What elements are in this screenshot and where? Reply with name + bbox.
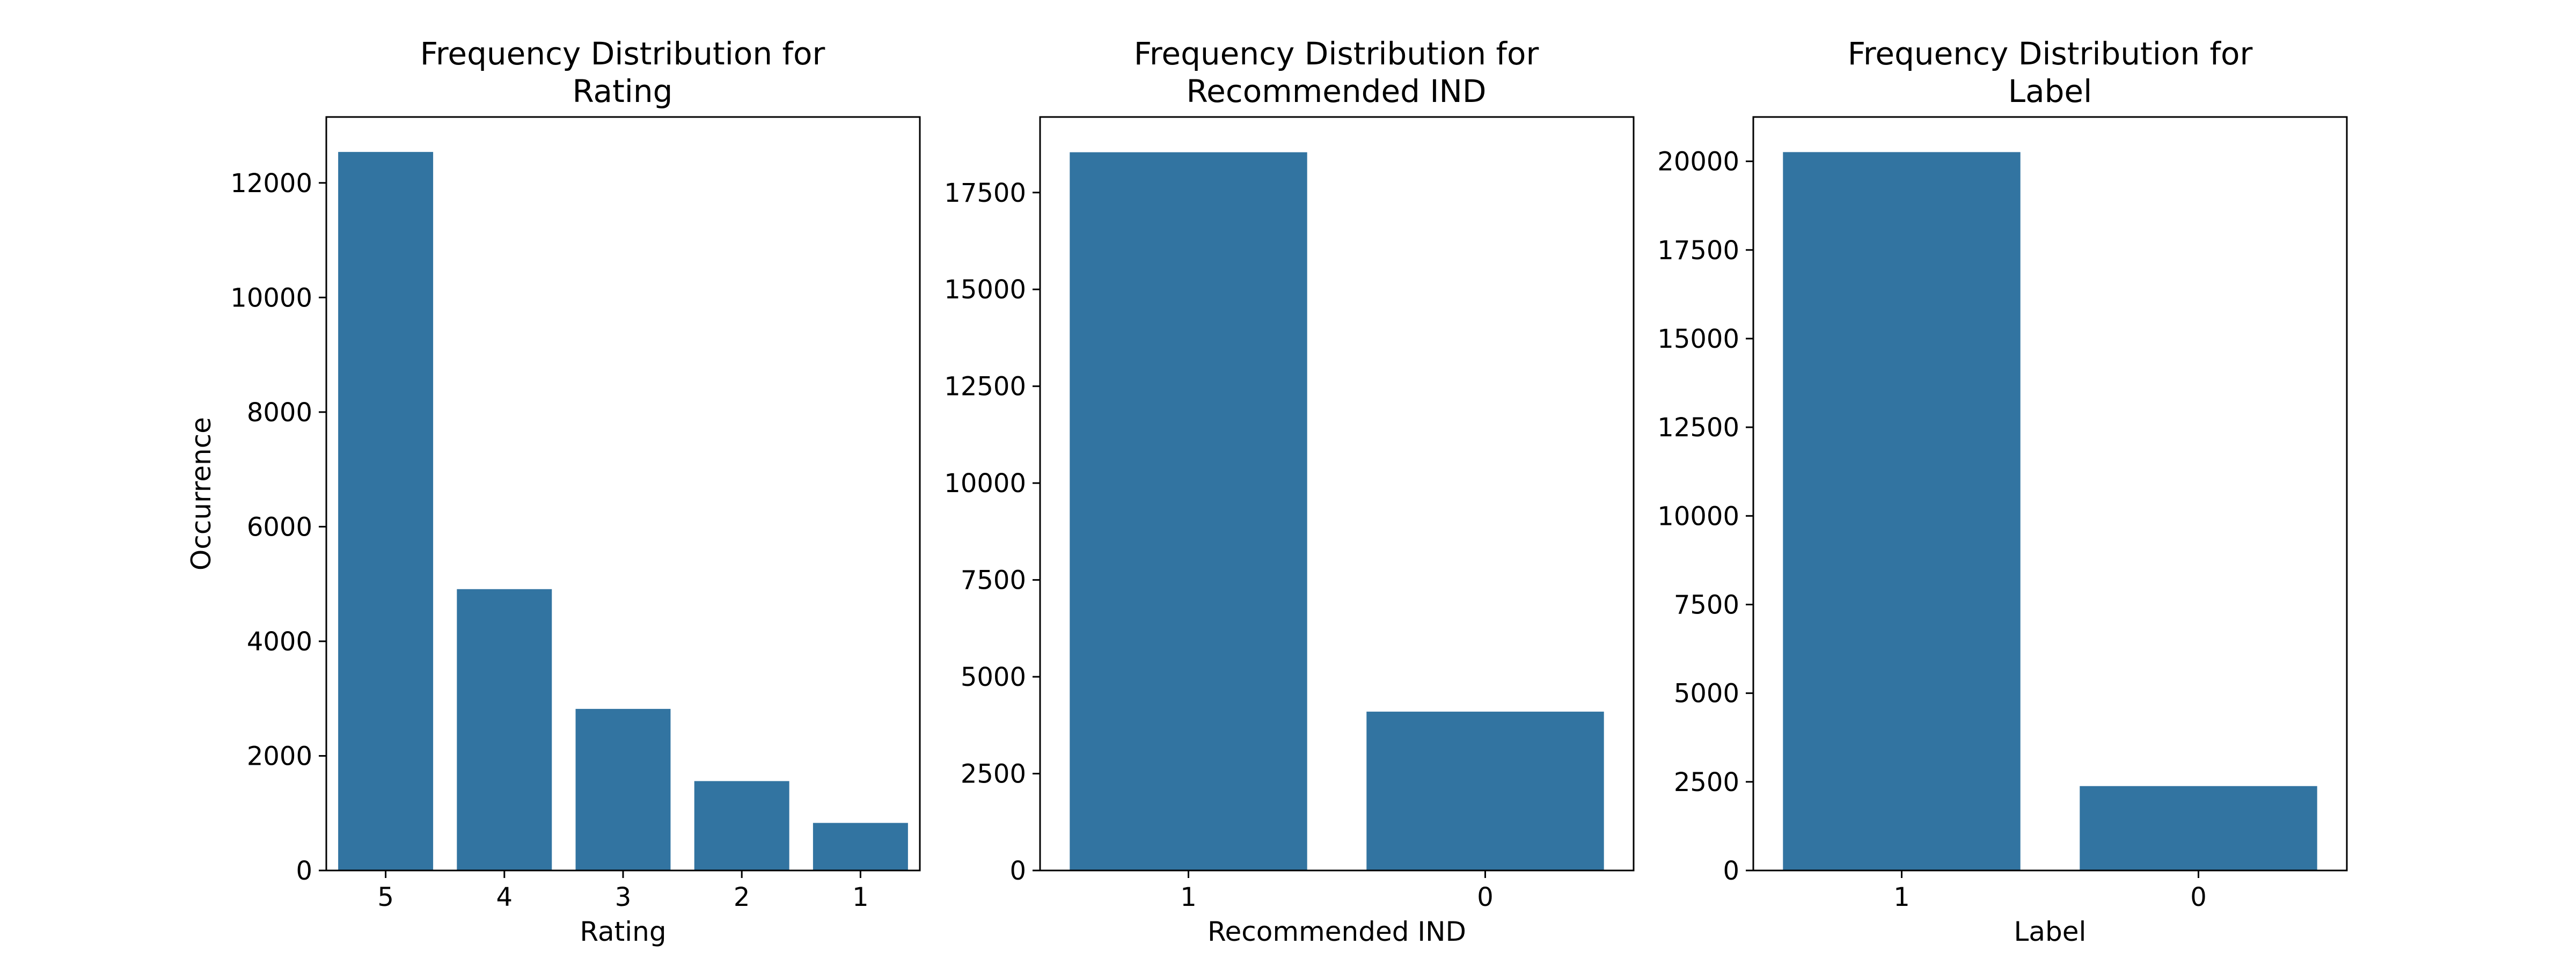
- rating-chart-title-line-1: Frequency Distribution for: [420, 35, 825, 72]
- rating-x-tick-label: 4: [496, 882, 513, 912]
- label-bars: [1783, 152, 2317, 870]
- recommended-ind-y-tick-label: 12500: [944, 372, 1026, 402]
- recommended-ind-bar-1: [1070, 152, 1307, 870]
- rating-x-tick-label: 5: [377, 882, 394, 912]
- label-chart-title-line-1: Frequency Distribution for: [1848, 35, 2253, 72]
- recommended-ind-chart-panel: Frequency Distribution for Recommended I…: [944, 35, 1635, 947]
- rating-chart-panel: Frequency Distribution for Rating 0 2000 4…: [186, 35, 921, 947]
- rating-bar-3: [575, 708, 671, 870]
- rating-y-tick-label: 6000: [247, 512, 312, 542]
- recommended-ind-chart-title-line-1: Frequency Distribution for: [1134, 35, 1539, 72]
- rating-y-tick-label: 2000: [247, 741, 312, 771]
- label-y-tick-label: 17500: [1657, 236, 1739, 266]
- rating-axes-frame: [325, 116, 921, 872]
- rating-y-tick-label: 8000: [247, 398, 312, 428]
- rating-y-tick-label: 12000: [230, 169, 312, 199]
- recommended-ind-y-tick-label: 5000: [961, 662, 1026, 692]
- rating-chart-title-line-2: Rating: [573, 73, 673, 109]
- label-chart-panel: Frequency Distribution for Label 0 2500 50…: [1657, 35, 2348, 947]
- label-y-ticks: 0 2500 5000 7500 10000 12500 15000 17500 20000: [1657, 147, 1753, 886]
- label-y-tick-label: 0: [1723, 856, 1739, 886]
- label-y-tick-label: 15000: [1657, 324, 1739, 354]
- recommended-ind-y-tick-label: 7500: [961, 566, 1026, 596]
- recommended-ind-x-tick-label: 1: [1180, 882, 1197, 912]
- recommended-ind-y-tick-label: 2500: [961, 759, 1026, 789]
- rating-x-ticks: 5 4 3 2 1: [377, 870, 869, 912]
- label-y-tick-label: 20000: [1657, 147, 1739, 177]
- recommended-ind-x-axis-label: Recommended IND: [1208, 916, 1466, 947]
- recommended-ind-y-tick-label: 0: [1009, 856, 1026, 886]
- label-y-tick-label: 10000: [1657, 501, 1739, 531]
- recommended-ind-y-tick-label: 10000: [944, 469, 1026, 499]
- label-y-tick-label: 5000: [1674, 679, 1739, 709]
- rating-y-axis-label: Occurrence: [186, 417, 217, 570]
- recommended-ind-y-ticks: 0 2500 5000 7500 10000 12500 15000 17500: [944, 178, 1040, 886]
- recommended-ind-axes-frame: [1039, 116, 1635, 872]
- rating-x-tick-label: 3: [615, 882, 632, 912]
- label-bar-0: [2080, 786, 2317, 870]
- rating-y-tick-label: 10000: [230, 283, 312, 313]
- recommended-ind-chart-title-line-2: Recommended IND: [1186, 73, 1486, 109]
- rating-y-tick-label: 0: [296, 856, 312, 886]
- rating-bar-2: [694, 781, 789, 870]
- rating-bar-4: [457, 589, 552, 870]
- recommended-ind-bar-0: [1366, 712, 1604, 870]
- label-axes-frame: [1752, 116, 2348, 872]
- label-x-tick-label: 0: [2190, 882, 2207, 912]
- label-y-tick-label: 2500: [1674, 767, 1739, 797]
- recommended-ind-y-tick-label: 17500: [944, 178, 1026, 208]
- rating-y-ticks: 0 2000 4000 6000 8000 10000 12000: [230, 169, 326, 886]
- label-chart-title-line-2: Label: [2008, 73, 2092, 109]
- rating-bar-5: [338, 152, 434, 870]
- recommended-ind-bars: [1070, 152, 1604, 870]
- rating-x-tick-label: 2: [734, 882, 750, 912]
- label-y-tick-label: 12500: [1657, 413, 1739, 443]
- label-x-axis-label: Label: [2014, 916, 2087, 947]
- rating-bars: [338, 152, 908, 870]
- recommended-ind-x-tick-label: 0: [1477, 882, 1494, 912]
- rating-bar-1: [813, 823, 908, 870]
- label-y-tick-label: 7500: [1674, 590, 1739, 620]
- label-x-tick-label: 1: [1893, 882, 1910, 912]
- rating-x-tick-label: 1: [852, 882, 869, 912]
- rating-y-tick-label: 4000: [247, 627, 312, 657]
- recommended-ind-y-tick-label: 15000: [944, 275, 1026, 305]
- rating-x-axis-label: Rating: [580, 916, 666, 947]
- label-bar-1: [1783, 152, 2021, 870]
